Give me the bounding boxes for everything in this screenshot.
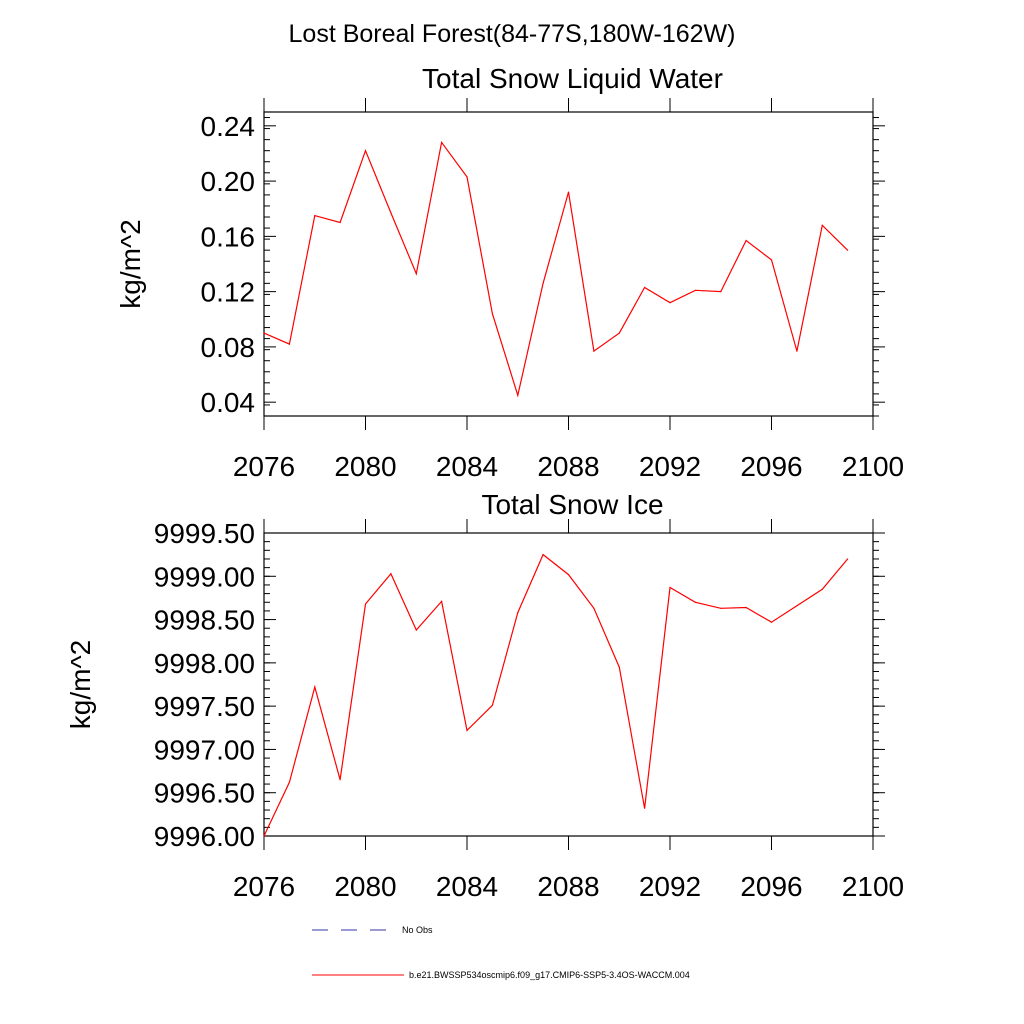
data-point-snow-liquid-water xyxy=(263,332,265,334)
data-point-snow-ice xyxy=(517,612,519,614)
data-point-snow-liquid-water xyxy=(694,289,697,291)
data-point-snow-ice xyxy=(847,558,849,560)
data-point-snow-ice xyxy=(593,607,595,609)
y-tick-label-snow-ice: 9997.50 xyxy=(154,691,255,722)
y-tick-label-snow-ice: 9997.00 xyxy=(154,734,255,765)
chart-title-snow-ice: Total Snow Ice xyxy=(481,489,663,520)
y-tick-label-snow-liquid-water: 0.24 xyxy=(201,111,256,142)
data-point-snow-ice xyxy=(796,605,798,607)
data-point-snow-liquid-water xyxy=(796,350,798,352)
data-point-snow-ice xyxy=(542,554,544,556)
y-tick-label-snow-ice: 9996.50 xyxy=(154,778,255,809)
x-tick-label-snow-liquid-water: 2092 xyxy=(639,451,701,482)
legend-no-obs-label: No Obs xyxy=(402,925,433,935)
x-tick-label-snow-liquid-water: 2076 xyxy=(233,451,295,482)
data-point-snow-liquid-water xyxy=(745,239,747,242)
x-tick-label-snow-liquid-water: 2080 xyxy=(334,451,396,482)
x-tick-label-snow-ice: 2084 xyxy=(436,871,498,902)
data-point-snow-liquid-water xyxy=(415,273,417,275)
data-point-snow-ice xyxy=(567,574,570,576)
data-point-snow-liquid-water xyxy=(314,215,316,217)
chart-title-snow-liquid-water: Total Snow Liquid Water xyxy=(422,63,723,94)
legend-model-label: b.e21.BWSSP534oscmip6.f09_g17.CMIP6-SSP5… xyxy=(409,970,690,980)
y-tick-label-snow-liquid-water: 0.20 xyxy=(201,166,256,197)
data-point-snow-ice xyxy=(669,586,671,589)
data-point-snow-ice xyxy=(441,600,443,603)
data-point-snow-ice xyxy=(770,621,773,623)
data-point-snow-ice xyxy=(821,588,823,590)
data-point-snow-ice xyxy=(415,629,417,631)
x-tick-label-snow-ice: 2080 xyxy=(334,871,396,902)
data-point-snow-ice xyxy=(491,704,493,706)
data-point-snow-liquid-water xyxy=(847,249,849,251)
series-line-snow-liquid-water xyxy=(263,140,849,398)
data-point-snow-ice xyxy=(364,603,367,605)
data-point-snow-ice xyxy=(314,686,316,688)
y-tick-label-snow-liquid-water: 0.12 xyxy=(201,277,256,308)
plot-frame-snow-liquid-water xyxy=(263,111,874,417)
data-point-snow-liquid-water xyxy=(491,313,493,315)
data-point-snow-liquid-water xyxy=(339,221,341,224)
data-point-snow-liquid-water xyxy=(669,302,671,304)
y-tick-label-snow-ice: 9996.00 xyxy=(154,821,255,852)
x-tick-label-snow-ice: 2088 xyxy=(537,871,599,902)
data-point-snow-ice xyxy=(618,666,620,668)
chart-panel-snow-liquid-water: Total Snow Liquid Water kg/m^2 2076 2080 208… xyxy=(115,63,904,482)
legend: No Obs b.e21.BWSSP534oscmip6.f09_g17.CMI… xyxy=(312,925,690,980)
data-point-snow-liquid-water xyxy=(288,343,290,345)
series-line-snow-ice xyxy=(263,553,849,837)
y-axis-label-snow-ice: kg/m^2 xyxy=(65,640,96,729)
data-point-snow-ice xyxy=(390,573,392,575)
data-point-snow-ice xyxy=(694,601,697,603)
y-tick-label-snow-liquid-water: 0.04 xyxy=(201,387,256,418)
y-tick-label-snow-ice: 9998.50 xyxy=(154,605,255,636)
x-tick-label-snow-liquid-water: 2096 xyxy=(740,451,802,482)
data-point-snow-liquid-water xyxy=(644,286,646,289)
data-point-snow-ice xyxy=(644,807,646,809)
data-point-snow-ice xyxy=(745,606,747,609)
y-tick-label-snow-liquid-water: 0.08 xyxy=(201,332,256,363)
data-point-snow-ice xyxy=(466,729,468,732)
x-tick-label-snow-ice: 2100 xyxy=(842,871,904,902)
data-point-snow-ice xyxy=(288,781,290,783)
data-point-snow-liquid-water xyxy=(618,332,620,334)
data-point-snow-liquid-water xyxy=(821,224,823,226)
data-point-snow-liquid-water xyxy=(567,191,570,193)
chart-panel-snow-ice: Total Snow Ice kg/m^2 2076 2080 2084 2088 2092… xyxy=(65,489,904,902)
data-point-snow-liquid-water xyxy=(542,282,544,284)
x-tick-label-snow-ice: 2092 xyxy=(639,871,701,902)
y-axis-label-snow-liquid-water: kg/m^2 xyxy=(115,219,146,308)
data-point-snow-liquid-water xyxy=(770,259,773,261)
figure-title: Lost Boreal Forest(84-77S,180W-162W) xyxy=(289,20,736,48)
data-point-snow-liquid-water xyxy=(593,350,595,352)
data-point-snow-liquid-water xyxy=(390,212,392,214)
x-tick-label-snow-ice: 2096 xyxy=(740,871,802,902)
data-point-snow-liquid-water xyxy=(441,141,443,143)
x-tick-label-snow-liquid-water: 2088 xyxy=(537,451,599,482)
y-tick-label-snow-ice: 9999.00 xyxy=(154,561,255,592)
x-tick-label-snow-ice: 2076 xyxy=(233,871,295,902)
plot-frame-snow-ice xyxy=(263,532,874,837)
data-point-snow-ice xyxy=(720,607,722,609)
y-tick-label-snow-ice: 9998.00 xyxy=(154,648,255,679)
data-point-snow-liquid-water xyxy=(517,394,519,396)
x-tick-label-snow-liquid-water: 2100 xyxy=(842,451,904,482)
y-tick-label-snow-ice: 9999.50 xyxy=(154,518,255,549)
data-point-snow-liquid-water xyxy=(720,291,722,293)
data-point-snow-liquid-water xyxy=(364,150,367,152)
y-tick-label-snow-liquid-water: 0.16 xyxy=(201,221,256,252)
data-point-snow-liquid-water xyxy=(466,176,468,178)
x-tick-label-snow-liquid-water: 2084 xyxy=(436,451,498,482)
data-point-snow-ice xyxy=(263,835,265,837)
data-point-snow-ice xyxy=(339,779,341,781)
